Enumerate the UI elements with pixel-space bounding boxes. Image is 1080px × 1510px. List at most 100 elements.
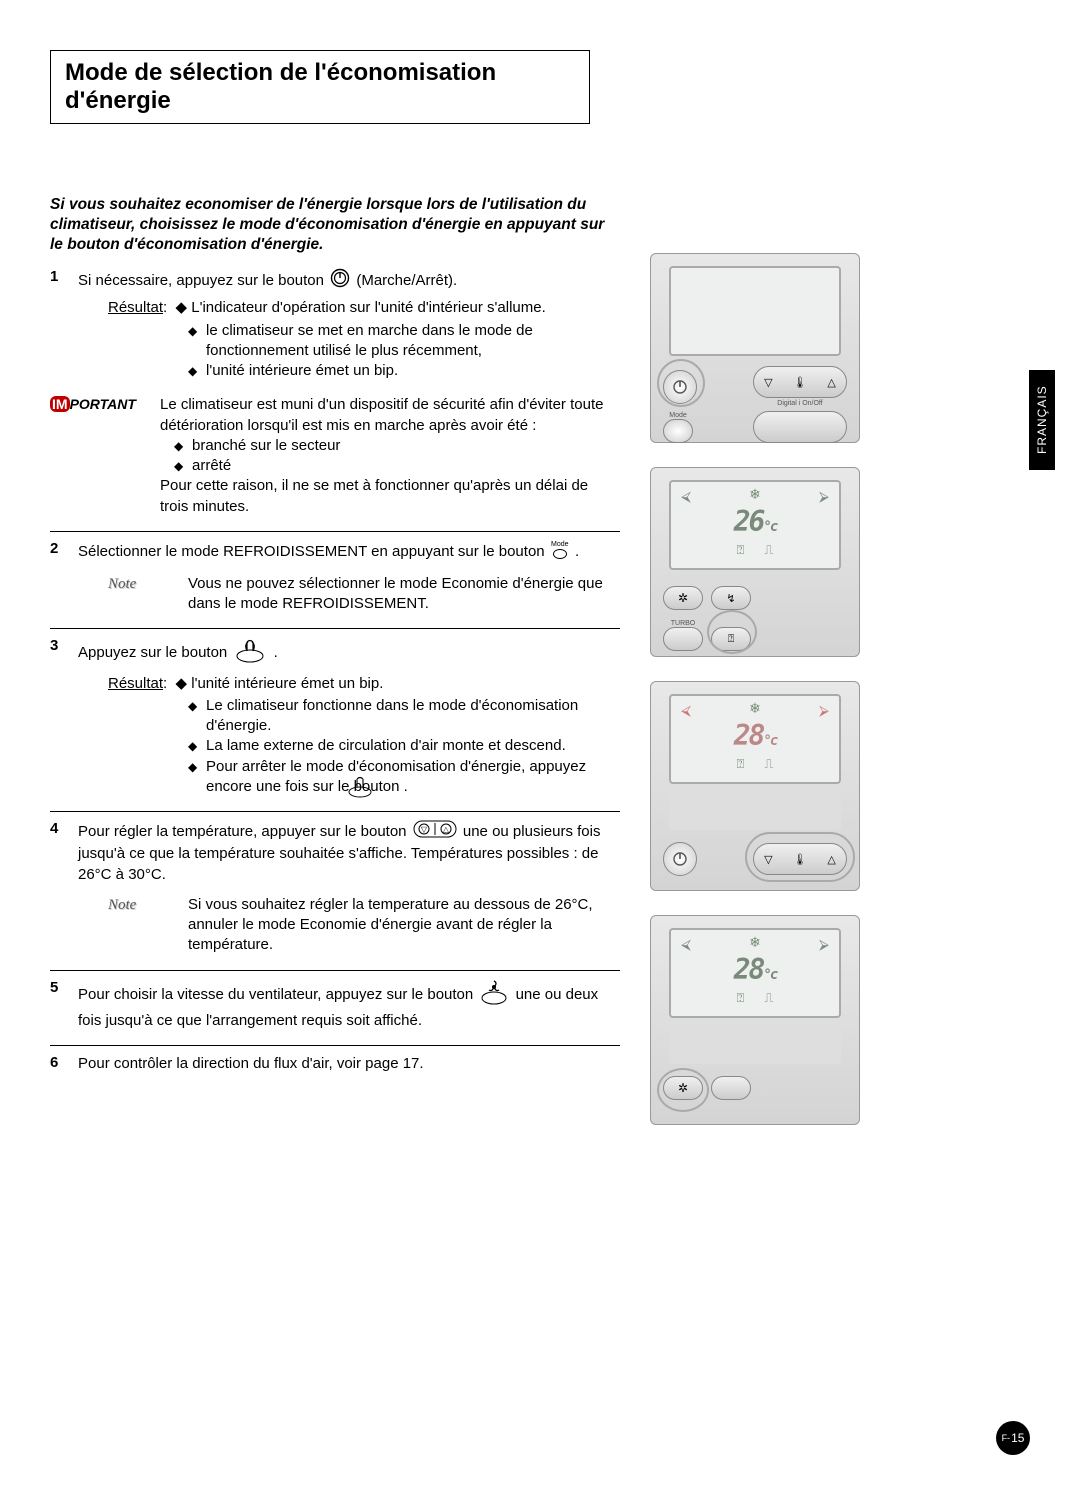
remote-illustration-3: ⮘ ❄ ⮚ 28°c ⍰⎍ ▽ 🌡 △ (650, 681, 860, 891)
result-item: Pour arrêter le mode d'économisation d'é… (188, 757, 620, 798)
highlight-ring-icon (657, 359, 705, 407)
bullet-glyph: ◆ (176, 675, 192, 692)
step-number: 6 (50, 1054, 78, 1074)
step-body: Pour contrôler la direction du flux d'ai… (78, 1054, 620, 1074)
energy-save-icon (345, 775, 375, 805)
screen-mid-row: ⍰⎍ (671, 986, 839, 1006)
screen-top-row: ⮘ ❄ ⮚ (671, 930, 839, 953)
result-list: Le climatiseur fonctionne dans le mode d… (188, 696, 620, 797)
step-text: Pour choisir la vitesse du ventilateur, … (78, 986, 473, 1003)
screen-temp: 28°c (671, 719, 839, 752)
step-1: 1 Si nécessaire, appuyez sur le bouton (… (50, 260, 620, 531)
swing-icon: ⎍ (764, 542, 773, 558)
step-text: . (575, 543, 579, 560)
result-item: l'unité intérieure émet un bip. (188, 361, 620, 381)
screen-top-row: ⮘ ❄ ⮚ (671, 482, 839, 505)
screen-mid-row: ⍰⎍ (671, 538, 839, 558)
mode-button-icon: Mode (551, 540, 569, 564)
deg-unit: °c (763, 733, 776, 749)
mode-label: Mode (663, 412, 693, 419)
important-suffix: PORTANT (70, 396, 136, 412)
remote-button-row: Mode (663, 410, 847, 443)
remote-screen (669, 266, 841, 356)
important-block: IMPORTANT Le climatiseur est muni d'un d… (50, 395, 620, 517)
step-body: Appuyez sur le bouton . Résultat: ◆ l'un… (78, 637, 620, 797)
remote-mid-panel (669, 1024, 841, 1064)
step-text: Appuyez sur le bouton (78, 644, 227, 661)
highlight-ring-icon (707, 610, 757, 654)
step-6: 6 Pour contrôler la direction du flux d'… (50, 1045, 620, 1088)
steps-column: 1 Si nécessaire, appuyez sur le bouton (… (50, 260, 620, 1088)
bullet-glyph: ◆ (176, 299, 192, 316)
snowflake-icon: ❄ (749, 934, 761, 951)
illustration-column: ▽ 🌡 △ Digital i On/Off Mode ⮘ ❄ ⮚ 26° (650, 253, 860, 1149)
energy-icon: ⍰ (737, 756, 745, 772)
result-block: Résultat: ◆ L'indicateur d'opération sur… (108, 298, 620, 318)
important-item: branché sur le secteur (174, 436, 620, 456)
step-2: 2 Sélectionner le mode REFROIDISSEMENT e… (50, 531, 620, 629)
highlight-ring-icon (657, 1068, 709, 1112)
temp-value: 26 (734, 505, 764, 538)
mode-label: Mode (551, 540, 569, 549)
note-label: Note (108, 574, 188, 615)
result-label: Résultat (108, 675, 163, 692)
important-item: arrêté (174, 456, 620, 476)
remote-illustration-4: ⮘ ❄ ⮚ 28°c ⍰⎍ ✲ (650, 915, 860, 1125)
page-prefix: F- (1002, 1433, 1011, 1443)
intro-paragraph: Si vous souhaitez economiser de l'énergi… (50, 195, 620, 255)
remote-screen: ⮘ ❄ ⮚ 26°c ⍰⎍ (669, 480, 841, 570)
energy-save-icon (233, 637, 267, 669)
result-block: Résultat: ◆ l'unité intérieure émet un b… (108, 674, 620, 694)
swing-icon: ⎍ (764, 990, 773, 1006)
step-number: 4 (50, 820, 78, 956)
deg-unit: °c (763, 967, 776, 983)
step-text: Pour régler la température, appuyer sur … (78, 823, 407, 840)
temp-value: 28 (734, 953, 764, 986)
power-button-icon (663, 842, 697, 876)
screen-temp: 26°c (671, 505, 839, 538)
step-number: 3 (50, 637, 78, 797)
highlight-ring-icon (745, 832, 855, 882)
thermometer-icon: 🌡 (793, 376, 807, 389)
important-sublist: branché sur le secteur arrêté (174, 436, 620, 477)
step-text: . (274, 644, 278, 661)
step-text: Sélectionner le mode REFROIDISSEMENT en … (78, 543, 545, 560)
temp-pill-icon: ▽△ (413, 820, 457, 844)
arrow-right-icon: ⮚ (819, 702, 829, 719)
energy-icon: ⍰ (737, 990, 745, 1006)
fan-button-icon (479, 979, 509, 1011)
step-body: Pour régler la température, appuyer sur … (78, 820, 620, 956)
page-title: Mode de sélection de l'économisation d'é… (65, 59, 575, 115)
arrow-left-icon: ⮘ (681, 936, 691, 953)
digital-pill (753, 411, 847, 443)
remote-illustration-2: ⮘ ❄ ⮚ 26°c ⍰⎍ ✲ ↯ TURBO ⍰ (650, 467, 860, 657)
power-icon (330, 268, 350, 294)
arrow-left-icon: ⮘ (681, 702, 691, 719)
step-number: 5 (50, 979, 78, 1032)
remote-screen: ⮘ ❄ ⮚ 28°c ⍰⎍ (669, 694, 841, 784)
remote-illustration-1: ▽ 🌡 △ Digital i On/Off Mode (650, 253, 860, 443)
step-text: (Marche/Arrêt). (356, 272, 457, 289)
swing-button-icon (711, 1076, 751, 1100)
screen-top-row: ⮘ ❄ ⮚ (671, 696, 839, 719)
deg-unit: °c (763, 519, 776, 535)
result-list: le climatiseur se met en marche dans le … (188, 321, 620, 382)
arrow-right-icon: ⮚ (819, 936, 829, 953)
turbo-label: TURBO (663, 620, 703, 627)
temp-pill-group: ▽ 🌡 △ Digital i On/Off (753, 366, 847, 407)
mode-button-group: Mode (663, 410, 693, 443)
result-item: Le climatiseur fonctionne dans le mode d… (188, 696, 620, 737)
language-tab: FRANÇAIS (1029, 370, 1055, 470)
snowflake-icon: ❄ (749, 486, 761, 503)
note-block: Note Si vous souhaitez régler la tempera… (108, 895, 620, 956)
result-item: l'unité intérieure émet un bip. (191, 675, 383, 692)
result-item: le climatiseur se met en marche dans le … (188, 321, 620, 362)
important-label: IMPORTANT (50, 395, 160, 517)
step-text: Si nécessaire, appuyez sur le bouton (78, 272, 324, 289)
note-body: Si vous souhaitez régler la temperature … (188, 895, 620, 956)
result-item: L'indicateur d'opération sur l'unité d'i… (191, 299, 546, 316)
note-label: Note (108, 895, 188, 956)
page-number: 15 (1011, 1431, 1024, 1445)
svg-text:△: △ (443, 825, 450, 834)
step-4: 4 Pour régler la température, appuyer su… (50, 811, 620, 970)
